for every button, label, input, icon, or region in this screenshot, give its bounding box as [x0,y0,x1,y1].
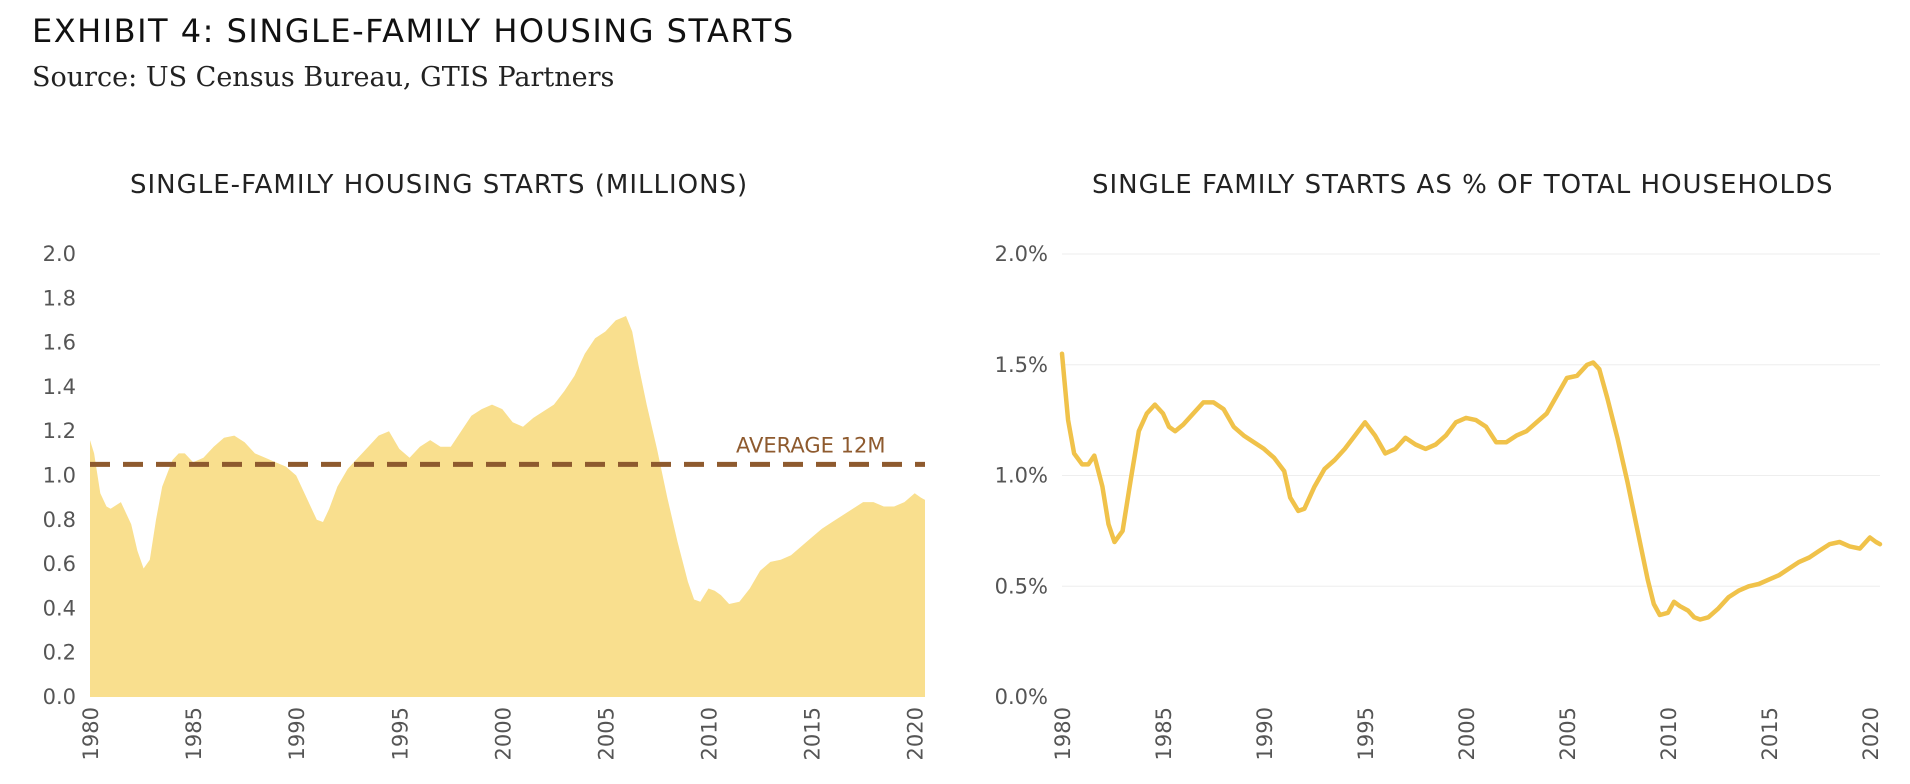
left-y-tick-label: 0.4 [43,596,76,620]
left-y-tick-label: 1.4 [43,375,76,399]
left-y-tick-label: 0.0 [43,685,76,709]
left-x-tick-label: 2005 [594,707,618,760]
left-y-tick-label: 1.6 [43,331,76,355]
left-y-tick-label: 0.8 [43,508,76,532]
right-y-tick-label: 2.0% [995,242,1048,266]
exhibit-title: EXHIBIT 4: SINGLE-FAMILY HOUSING STARTS [32,12,795,50]
left-x-tick-label: 1985 [182,707,206,760]
left-x-tick-label: 1995 [388,707,412,760]
left-x-tick-label: 2010 [698,707,722,760]
right-y-tick-label: 1.0% [995,464,1048,488]
left-chart-title: SINGLE-FAMILY HOUSING STARTS (MILLIONS) [130,170,749,200]
right-x-tick-label: 2010 [1657,707,1681,760]
right-y-tick-label: 0.5% [995,574,1048,598]
right-x-tick-label: 1985 [1152,707,1176,760]
left-y-tick-label: 0.2 [43,641,76,665]
right-x-tick-label: 1995 [1354,707,1378,760]
right-chart-title: SINGLE FAMILY STARTS AS % OF TOTAL HOUSE… [1092,170,1834,200]
right-x-tick-label: 1980 [1051,707,1075,760]
left-y-tick-label: 1.0 [43,464,76,488]
right-y-tick-label: 0.0% [995,685,1048,709]
right-x-tick-label: 2020 [1859,707,1883,760]
left-y-tick-label: 1.8 [43,286,76,310]
left-x-tick-label: 1990 [285,707,309,760]
left-x-tick-label: 2015 [801,707,825,760]
left-x-tick-label: 2000 [491,707,515,760]
left-x-tick-label: 1980 [79,707,103,760]
right-x-tick-label: 2000 [1455,707,1479,760]
left-x-tick-label: 2020 [904,707,928,760]
right-x-tick-label: 2015 [1758,707,1782,760]
right-x-tick-label: 2005 [1556,707,1580,760]
left-y-tick-label: 1.2 [43,419,76,443]
exhibit-source: Source: US Census Bureau, GTIS Partners [32,62,615,93]
left-y-tick-label: 2.0 [43,242,76,266]
right-line-series [1059,351,1883,622]
right-y-tick-label: 1.5% [995,353,1048,377]
average-label: AVERAGE 12M [736,433,885,457]
left-y-tick-label: 0.6 [43,552,76,576]
right-x-tick-label: 1990 [1253,707,1277,760]
left-area-series [90,316,925,697]
